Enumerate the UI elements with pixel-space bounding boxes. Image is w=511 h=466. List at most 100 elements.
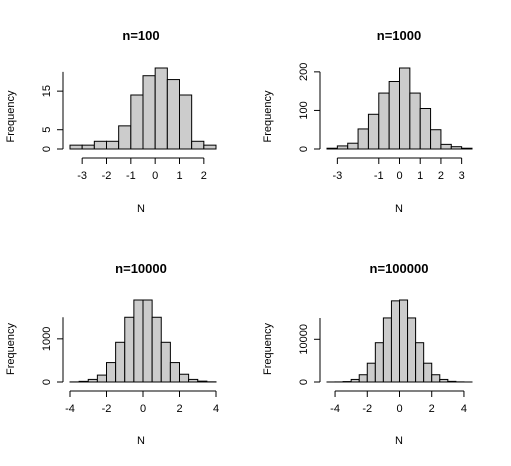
histogram-panel-3: n=10000 -4 -2 0 2 4 0 1000 N Frequency (5, 261, 219, 447)
histogram-panel-4: n=100000 -4 -2 0 2 4 0 10000 N Frequency (262, 261, 473, 447)
x-axis-label: N (395, 203, 403, 215)
y-tick-label: 100 (298, 101, 310, 119)
histogram-bar (357, 128, 369, 150)
histogram-bar (388, 81, 400, 150)
histogram-bar (326, 147, 338, 150)
x-tick-label: 3 (459, 170, 465, 182)
histogram-bar (367, 113, 380, 150)
x-tick-label: -2 (102, 403, 112, 415)
histogram-panel-1: n=100 -3 -2 -1 0 1 2 0 5 15 N Frequency (5, 28, 217, 215)
histogram-bar (450, 146, 463, 150)
histogram-bar (142, 75, 156, 150)
histogram-bar (188, 378, 199, 383)
histogram-bar (407, 317, 417, 383)
histogram-bar (419, 108, 432, 150)
y-tick-label: 0 (41, 146, 53, 152)
histogram-bar (166, 79, 180, 150)
histogram-bar (179, 373, 190, 383)
x-tick-label: -1 (374, 170, 384, 182)
histogram-bar (130, 94, 144, 150)
histogram-bar (415, 342, 425, 383)
histogram-bar (106, 140, 120, 150)
chart-title: n=100000 (370, 261, 429, 276)
x-tick-label: 0 (140, 403, 146, 415)
chart-title: n=1000 (377, 28, 421, 43)
histogram-bar (87, 378, 98, 383)
histogram-bar (78, 380, 89, 383)
histogram-bar (366, 362, 376, 383)
histogram-bar (169, 362, 180, 383)
x-tick-label: -3 (332, 170, 342, 182)
histogram-bar (133, 299, 144, 383)
histogram-bar (382, 317, 392, 383)
histogram-bar (374, 342, 384, 383)
histogram-bar (118, 125, 132, 150)
histogram-bar (81, 144, 95, 150)
x-axis-label: N (137, 435, 145, 447)
histogram-bar (179, 94, 193, 150)
histogram-panel-2: n=1000 -3 -1 0 1 2 3 0 100 200 N Frequency (262, 28, 473, 215)
histogram-bar (430, 129, 442, 150)
x-tick-label: -2 (102, 170, 112, 182)
histogram-bar (378, 92, 390, 150)
histogram-bar (461, 147, 473, 150)
chart-title: n=10000 (115, 261, 167, 276)
y-tick-label: 0 (298, 146, 310, 152)
x-tick-label: 2 (429, 403, 435, 415)
histogram-bar (440, 143, 452, 150)
x-tick-label: -1 (126, 170, 136, 182)
histogram-bar (447, 380, 457, 383)
chart-title: n=100 (122, 28, 159, 43)
y-tick-label: 15 (41, 85, 53, 97)
histogram-bar (399, 67, 411, 150)
y-axis-label: Frequency (5, 90, 17, 142)
y-axis-label: Frequency (262, 323, 274, 375)
x-tick-label: 2 (438, 170, 444, 182)
x-tick-label: 1 (176, 170, 182, 182)
x-tick-label: -4 (330, 403, 340, 415)
x-tick-label: 0 (396, 403, 402, 415)
x-tick-label: 2 (201, 170, 207, 182)
histogram-bar (124, 316, 135, 383)
x-tick-label: -2 (362, 403, 372, 415)
histogram-bar (142, 299, 153, 383)
histogram-bar (358, 374, 368, 383)
x-tick-label: 2 (176, 403, 182, 415)
x-tick-label: 0 (152, 170, 158, 182)
y-tick-label: 0 (298, 379, 310, 385)
histogram-bar (154, 67, 168, 150)
y-axis-label: Frequency (5, 323, 17, 375)
x-tick-label: -3 (77, 170, 87, 182)
y-tick-label: 1000 (41, 327, 53, 351)
x-tick-label: 1 (417, 170, 423, 182)
histogram-bar (197, 380, 208, 383)
y-axis-label: Frequency (262, 90, 274, 142)
histogram-bar (93, 140, 108, 150)
histogram-bar (336, 145, 349, 150)
histogram-bar (106, 362, 117, 383)
histogram-bar (390, 300, 401, 383)
histogram-bar (423, 362, 433, 383)
histogram-bar (399, 299, 409, 383)
histogram-bar (191, 140, 205, 150)
y-tick-label: 10000 (298, 324, 310, 355)
x-tick-label: 4 (461, 403, 467, 415)
histogram-bar (409, 92, 421, 150)
histogram-bar (160, 341, 171, 383)
histogram-bar (151, 316, 162, 383)
x-tick-label: 0 (396, 170, 402, 182)
histogram-bar (96, 374, 107, 383)
y-tick-label: 200 (298, 63, 310, 81)
histogram-bar (203, 144, 217, 150)
histogram-bar (350, 378, 360, 383)
y-tick-label: 0 (41, 379, 53, 385)
x-axis-label: N (137, 203, 145, 215)
histogram-bar (347, 142, 359, 150)
x-tick-label: -4 (65, 403, 75, 415)
x-tick-label: 4 (213, 403, 219, 415)
histogram-bar (431, 374, 441, 383)
x-axis-label: N (395, 435, 403, 447)
histogram-bar (69, 144, 83, 150)
histogram-bar (439, 378, 449, 383)
